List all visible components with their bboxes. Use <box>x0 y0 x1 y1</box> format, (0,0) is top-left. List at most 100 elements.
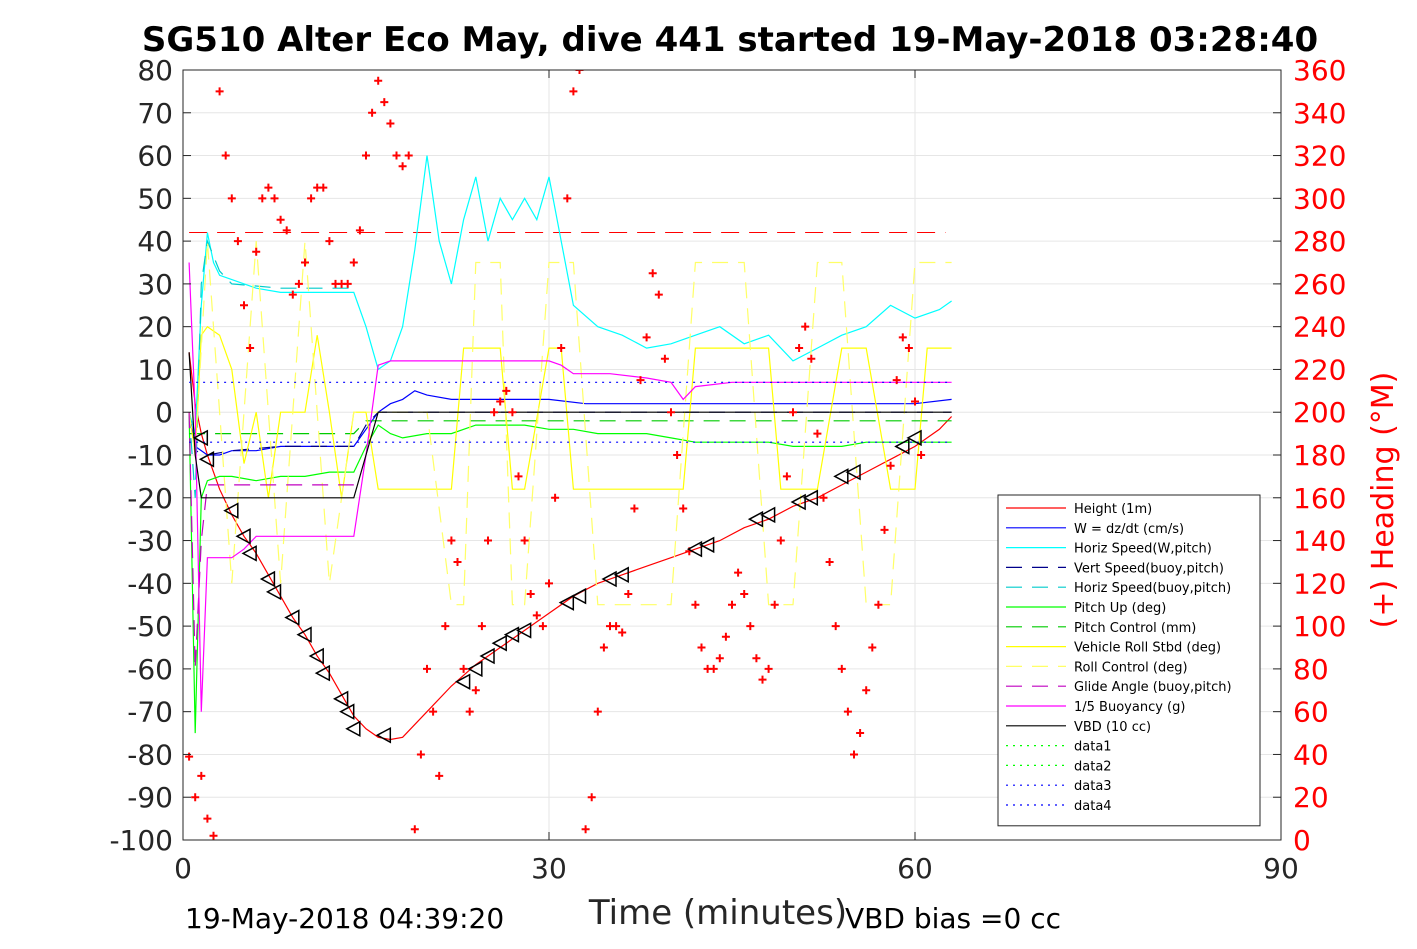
y-tick-label: 80 <box>137 54 173 87</box>
triangle-marker <box>259 570 276 588</box>
series-line-11 <box>188 352 952 499</box>
y-tick-label: -80 <box>127 738 173 771</box>
heading-marker <box>398 162 407 171</box>
heading-marker <box>728 600 736 609</box>
heading-marker <box>240 301 248 310</box>
heading-marker <box>264 183 273 192</box>
heading-marker <box>294 279 303 288</box>
triangle-marker <box>686 540 703 558</box>
legend-label: data4 <box>1074 799 1112 814</box>
series-line-1 <box>188 390 952 456</box>
heading-marker <box>654 290 663 299</box>
triangle-marker <box>265 583 282 601</box>
heading-marker <box>837 664 846 673</box>
legend-label: Vert Speed(buoy,pitch) <box>1074 561 1224 576</box>
heading-marker <box>593 707 602 716</box>
triangle-marker <box>241 545 257 562</box>
heading-marker <box>679 504 688 513</box>
heading-marker <box>721 632 730 641</box>
y2-tick-label: 100 <box>1293 610 1346 643</box>
series-line-9 <box>188 412 354 669</box>
triangle-marker <box>570 587 587 605</box>
y-tick-label: -50 <box>127 610 173 643</box>
triangle-marker <box>802 489 819 507</box>
heading-marker <box>258 194 267 203</box>
x-tick-label: 60 <box>897 852 933 885</box>
triangle-marker <box>467 660 483 678</box>
y2-tick-label: 200 <box>1293 396 1346 429</box>
heading-marker <box>307 194 316 203</box>
y2-tick-label: 220 <box>1293 353 1346 386</box>
heading-marker <box>715 654 724 663</box>
heading-marker <box>819 493 828 502</box>
heading-marker <box>203 814 212 823</box>
triangle-marker <box>296 626 312 643</box>
triangle-markers <box>192 429 922 744</box>
x-tick-label: 90 <box>1263 852 1299 885</box>
triangle-marker <box>192 429 209 447</box>
heading-marker <box>880 525 889 534</box>
heading-marker <box>343 279 352 288</box>
heading-marker <box>770 600 779 609</box>
heading-marker <box>630 504 639 513</box>
legend-label: Glide Angle (buoy,pitch) <box>1074 680 1232 695</box>
y2-tick-label: 280 <box>1293 225 1346 258</box>
heading-marker <box>410 825 419 834</box>
heading-marker <box>569 87 578 96</box>
heading-marker <box>490 408 499 417</box>
legend-label: data1 <box>1074 740 1112 755</box>
heading-marker <box>423 664 431 673</box>
triangle-marker <box>223 502 239 519</box>
heading-marker <box>465 707 474 716</box>
heading-marker <box>185 752 194 761</box>
heading-marker <box>221 151 230 160</box>
y-tick-label: -10 <box>127 439 173 472</box>
y-tick-label: 20 <box>137 311 173 344</box>
legend-label: Pitch Control (mm) <box>1074 621 1196 636</box>
legend: Height (1m) W = dz/dt (cm/s) Horiz Speed(W… <box>997 494 1261 827</box>
heading-marker <box>642 333 651 342</box>
footer-vbd-bias: VBD bias =0 cc <box>845 902 1061 935</box>
heading-marker <box>429 707 438 716</box>
triangle-marker <box>833 468 849 485</box>
heading-marker <box>545 579 553 588</box>
triangle-marker <box>491 634 507 652</box>
heading-marker <box>319 183 328 192</box>
heading-marker <box>301 258 309 267</box>
x-tick-label: 30 <box>531 852 567 885</box>
triangle-marker <box>601 570 617 588</box>
legend-label: Horiz Speed(W,pitch) <box>1074 542 1212 557</box>
heading-marker <box>782 472 791 481</box>
heading-marker <box>191 793 200 802</box>
heading-marker <box>435 771 444 780</box>
heading-marker <box>898 333 907 342</box>
legend-label: data2 <box>1074 759 1112 774</box>
y2-tick-label: 160 <box>1293 482 1346 515</box>
heading-marker <box>624 590 633 599</box>
legend-box <box>997 494 1261 827</box>
heading-marker <box>868 643 877 652</box>
heading-marker <box>502 386 511 395</box>
y2-tick-label: 180 <box>1293 439 1346 472</box>
heading-marker <box>508 408 517 417</box>
y2-tick-label: 320 <box>1293 140 1346 173</box>
heading-marker <box>197 771 206 780</box>
heading-marker <box>416 750 425 759</box>
triangle-marker <box>314 664 331 682</box>
y2-tick-label: 360 <box>1293 54 1346 87</box>
y2-tick-label: 20 <box>1293 781 1329 814</box>
triangle-marker <box>503 626 520 643</box>
triangle-marker <box>845 463 861 481</box>
triangle-marker <box>339 703 355 720</box>
series-line-10 <box>188 262 952 712</box>
heading-marker <box>709 664 718 673</box>
heading-marker <box>636 376 645 385</box>
heading-marker <box>209 831 218 840</box>
series-line-2 <box>188 155 952 434</box>
heading-marker <box>795 344 804 353</box>
heading-marker <box>660 354 669 363</box>
heading-marker <box>368 108 377 117</box>
heading-marker <box>599 643 608 652</box>
heading-marker <box>843 707 852 716</box>
